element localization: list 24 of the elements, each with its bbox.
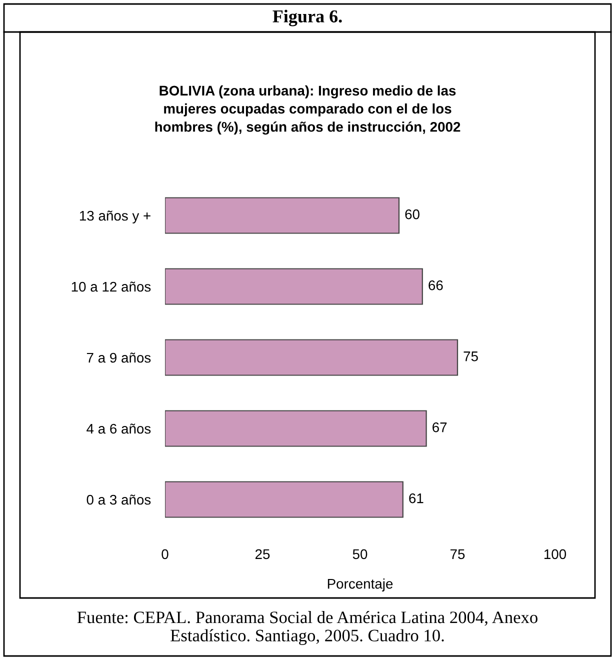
y-tick-label: 4 a 6 años <box>86 424 151 434</box>
data-label: 60 <box>405 209 420 220</box>
y-tick-label: 10 a 12 años <box>72 282 151 292</box>
bar <box>165 268 423 305</box>
bar <box>165 339 458 376</box>
data-label: 67 <box>432 422 447 432</box>
x-axis-title: Porcentaje <box>328 578 393 592</box>
x-tick-label: 0 <box>162 549 168 560</box>
y-tick-label: 7 a 9 años <box>86 352 151 363</box>
bar <box>165 481 404 518</box>
source-note: Fuente: CEPAL. Panorama Social de América Latina 2004, Anexo Estadístico. Santiago, 2005. Cuadro 10. <box>77 610 538 645</box>
x-tick-label: 100 <box>544 549 566 560</box>
bar <box>165 410 427 447</box>
bar <box>165 197 400 234</box>
data-label: 61 <box>409 493 424 504</box>
y-tick-label: 0 a 3 años <box>86 494 151 505</box>
data-label: 75 <box>464 352 478 362</box>
chart-subtitle: BOLIVIA (zona urbana): Ingreso medio de las mujeres ocupadas comparado con el de los hombres (%), según años de instrucción, 2002 <box>155 85 460 135</box>
x-tick-label: 75 <box>450 549 465 560</box>
chart-title: Figura 6. <box>272 10 342 26</box>
x-tick-label: 25 <box>255 549 270 560</box>
y-tick-label: 13 años y + <box>80 210 150 224</box>
x-tick-label: 50 <box>352 549 368 560</box>
data-label: 66 <box>428 280 443 290</box>
